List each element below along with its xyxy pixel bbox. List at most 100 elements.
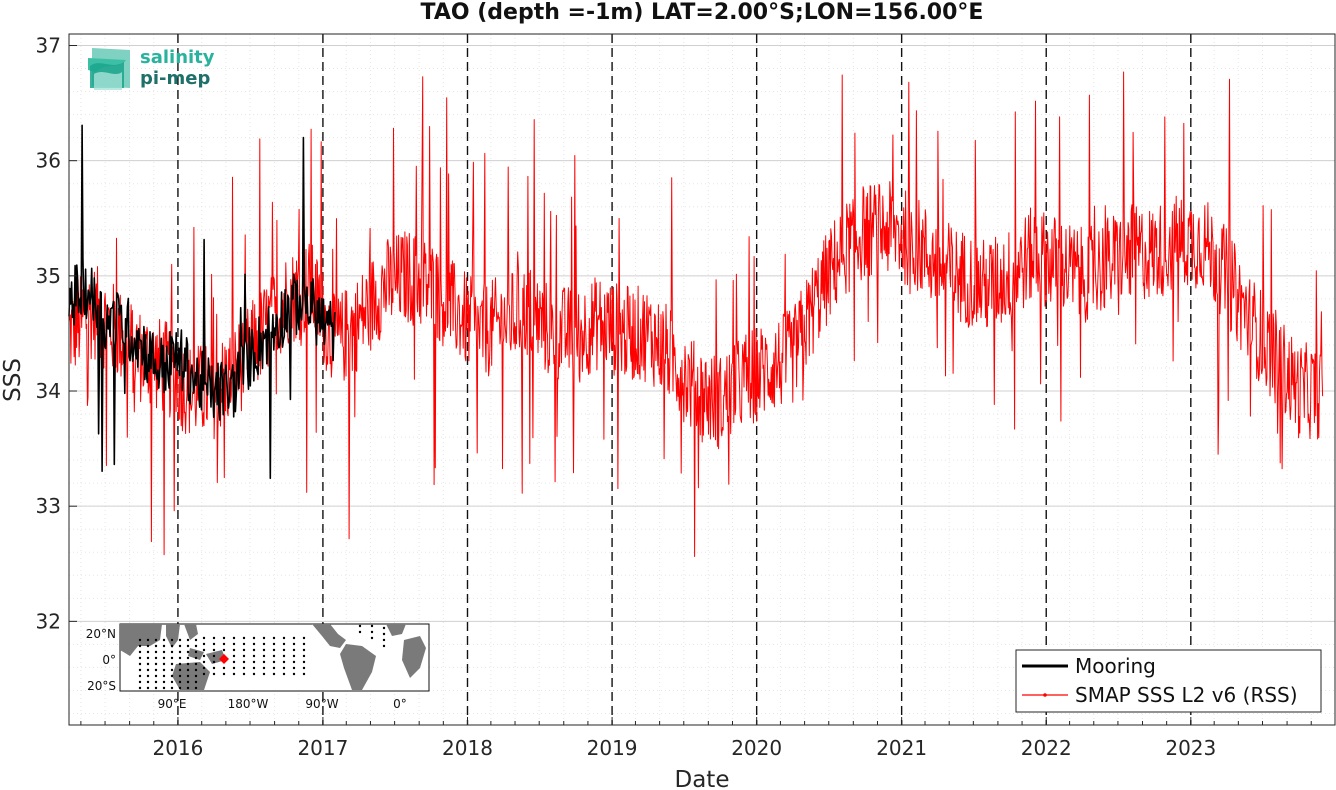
buoy-dot [146,674,150,678]
buoy-dot [138,668,142,672]
buoy-dot [232,648,236,652]
buoy-dot [302,636,306,640]
buoy-dot [194,674,198,678]
buoy-dot [252,666,256,670]
buoy-dot [212,648,216,652]
buoy-dot [262,654,266,658]
map-lon-tick-90w: 90°W [305,697,338,711]
buoy-dot [138,638,142,642]
buoy-dot [162,650,166,654]
buoy-dot [382,632,386,636]
buoy-dot [146,668,150,672]
buoy-dot [170,668,174,672]
buoy-dot [162,686,166,690]
buoy-dot [242,636,246,640]
buoy-dot [170,644,174,648]
y-tick-label: 32 [36,609,61,633]
salinity-pi-mep-logo: salinity pi-mep [88,47,215,90]
buoy-dot [370,630,374,634]
buoy-dot [302,654,306,658]
buoy-dot [282,642,286,646]
legend: Mooring SMAP SSS L2 v6 (RSS) [1015,649,1322,713]
buoy-dot [212,660,216,664]
x-tick-label: 2023 [1165,736,1216,760]
buoy-dot [232,660,236,664]
buoy-dot [272,636,276,640]
y-axis-label: SSS [0,358,26,402]
buoy-dot [154,680,158,684]
buoy-dot [282,636,286,640]
legend-label-smap: SMAP SSS L2 v6 (RSS) [1075,683,1298,707]
buoy-dot [262,648,266,652]
buoy-dot [292,642,296,646]
y-tick-label: 36 [36,149,61,173]
buoy-dot [170,650,174,654]
buoy-dot [370,636,374,640]
buoy-dot [232,666,236,670]
x-tick-label: 2018 [442,736,493,760]
buoy-dot [170,638,174,642]
buoy-dot [232,642,236,646]
buoy-dot [146,656,150,660]
map-lat-tick-20s: 20°S [87,679,116,693]
buoy-dot [194,662,198,666]
buoy-dot [242,672,246,676]
buoy-dot [202,648,206,652]
buoy-dot [272,660,276,664]
buoy-dot [154,644,158,648]
map-lon-tick-180w: 180°W [228,697,269,711]
buoy-dot [178,686,182,690]
buoy-dot [162,656,166,660]
series-group [68,71,1324,557]
buoy-dot [262,672,266,676]
buoy-dot [162,674,166,678]
buoy-dot [302,666,306,670]
buoy-dot [162,638,166,642]
buoy-dot [170,662,174,666]
map-lon-tick-0: 0° [393,697,407,711]
map-lon-tick-90e: 90°E [158,697,187,711]
buoy-dot [178,650,182,654]
buoy-dot [292,666,296,670]
buoy-dot [146,650,150,654]
buoy-dot [292,654,296,658]
buoy-dot [242,642,246,646]
buoy-dot [212,672,216,676]
x-tick-label: 2016 [152,736,203,760]
buoy-dot [186,644,190,648]
buoy-dot [282,654,286,658]
buoy-dot [170,656,174,660]
inset-map-land [120,624,426,690]
buoy-dot [178,680,182,684]
buoy-dot [242,654,246,658]
buoy-dot [186,668,190,672]
buoy-dot [194,686,198,690]
buoy-dot [382,638,386,642]
wave-logo-icon [88,48,130,90]
buoy-dot [146,686,150,690]
buoy-dot [242,660,246,664]
buoy-dot [202,642,206,646]
legend-label-mooring: Mooring [1075,654,1156,678]
legend-box [1015,649,1322,713]
buoy-dot [170,674,174,678]
inset-map: 20°N 0° 20°S 90°E 180°W 90°W 0° [86,623,430,711]
buoy-dot [252,636,256,640]
axes-frame [68,33,1336,726]
x-tick-label: 2021 [876,736,927,760]
buoy-dot [262,642,266,646]
buoy-dot [272,666,276,670]
buoy-dot [262,666,266,670]
buoy-dot [222,672,226,676]
buoy-dot [194,644,198,648]
legend-marker-smap [1043,693,1047,697]
buoy-dot [202,666,206,670]
y-tick-label: 33 [36,494,61,518]
buoy-dot [222,642,226,646]
buoy-dot [146,662,150,666]
buoy-dot [178,662,182,666]
buoy-dot [170,686,174,690]
buoy-dot [154,668,158,672]
buoy-dot [382,626,386,630]
buoy-dot [212,654,216,658]
